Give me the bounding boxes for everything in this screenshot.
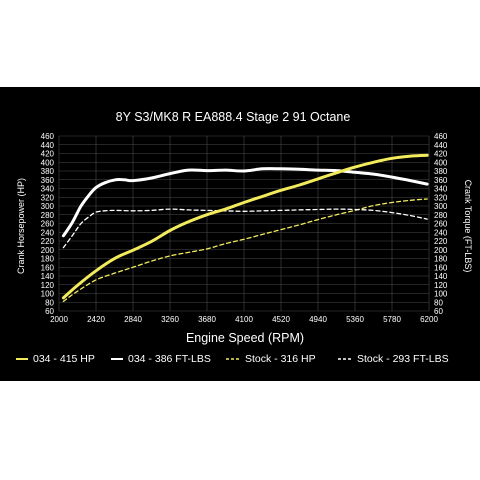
y-tick-label-left: 360 <box>41 176 55 185</box>
legend-item-stock-hp: Stock - 316 HP <box>226 353 316 365</box>
y-tick-label-right: 320 <box>434 193 448 202</box>
axes: 8Y S3/MK8 R EA888.4 Stage 2 91 Octane En… <box>16 110 473 345</box>
series-034-hp-line <box>61 153 429 300</box>
x-tick-label: 3680 <box>198 315 216 324</box>
y-tick-label-left: 140 <box>41 272 55 281</box>
y-tick-label-right: 280 <box>434 211 448 220</box>
x-tick-label: 4520 <box>272 315 290 324</box>
y-tick-label-right: 80 <box>434 298 443 307</box>
y-tick-label-right: 420 <box>434 150 448 159</box>
legend-swatch-dashed-white <box>338 358 352 360</box>
y-tick-label-left: 320 <box>41 193 55 202</box>
y-tick-label-left: 60 <box>45 307 54 316</box>
chart-panel: 8Y S3/MK8 R EA888.4 Stage 2 91 Octane En… <box>0 87 480 381</box>
y-tick-label-left: 440 <box>41 141 55 150</box>
y-tick-label-left: 280 <box>41 211 55 220</box>
legend-item-034-torque: 034 - 386 FT-LBS <box>111 353 211 365</box>
y-tick-label-right: 100 <box>434 290 448 299</box>
legend-label: Stock - 316 HP <box>245 353 316 365</box>
x-tick-label: 2000 <box>50 315 68 324</box>
y-tick-label-left: 240 <box>41 228 55 237</box>
y-tick-label-right: 460 <box>434 132 448 141</box>
legend-swatch-solid-white <box>111 358 123 360</box>
x-tick-label: 5780 <box>383 315 401 324</box>
y-tick-label-right: 200 <box>434 246 448 255</box>
legend-label: 034 - 386 FT-LBS <box>128 353 211 365</box>
y-tick-label-left: 220 <box>41 237 55 246</box>
y-tick-label-right: 380 <box>434 167 448 176</box>
series-034-torque-line <box>61 167 429 238</box>
y-tick-label-right: 140 <box>434 272 448 281</box>
series-group <box>61 153 429 303</box>
x-tick-label: 4100 <box>235 315 253 324</box>
y-tick-label-right: 400 <box>434 158 448 167</box>
y-tick-label-left: 100 <box>41 290 55 299</box>
legend-item-stock-torque: Stock - 293 FT-LBS <box>338 353 449 365</box>
legend-item-034-hp: 034 - 415 HP <box>16 353 95 365</box>
y-axis-right-label: Crank Torque (FT-LBS) <box>463 180 473 273</box>
y-tick-label-right: 300 <box>434 202 448 211</box>
y-tick-label-left: 380 <box>41 167 55 176</box>
dyno-chart: 8Y S3/MK8 R EA888.4 Stage 2 91 Octane En… <box>16 110 473 345</box>
y-tick-label-right: 240 <box>434 228 448 237</box>
y-tick-label-right: 340 <box>434 185 448 194</box>
y-tick-label-right: 440 <box>434 141 448 150</box>
y-tick-label-left: 200 <box>41 246 55 255</box>
y-tick-label-left: 260 <box>41 220 55 229</box>
y-tick-label-left: 340 <box>41 185 55 194</box>
x-tick-label: 5360 <box>346 315 364 324</box>
y-tick-label-left: 420 <box>41 150 55 159</box>
y-axis-left-label: Crank Horsepower (HP) <box>16 178 26 274</box>
legend-swatch-solid-yellow <box>16 358 28 360</box>
x-tick-label: 2840 <box>124 315 142 324</box>
y-tick-label-left: 400 <box>41 158 55 167</box>
y-tick-label-left: 160 <box>41 263 55 272</box>
legend-label: 034 - 415 HP <box>33 353 95 365</box>
legend-label: Stock - 293 FT-LBS <box>357 353 449 365</box>
y-tick-label-left: 80 <box>45 298 54 307</box>
y-tick-label-right: 260 <box>434 220 448 229</box>
y-tick-label-right: 120 <box>434 281 448 290</box>
y-tick-label-right: 160 <box>434 263 448 272</box>
x-tick-label: 2420 <box>87 315 105 324</box>
x-tick-label: 3260 <box>161 315 179 324</box>
y-tick-label-right: 180 <box>434 255 448 264</box>
x-tick-label: 6200 <box>420 315 438 324</box>
y-tick-label-left: 300 <box>41 202 55 211</box>
x-axis-label: Engine Speed (RPM) <box>186 331 304 345</box>
y-tick-label-right: 360 <box>434 176 448 185</box>
y-tick-label-left: 120 <box>41 281 55 290</box>
y-tick-label-right: 60 <box>434 307 443 316</box>
legend-swatch-dashed-yellow <box>226 358 240 360</box>
y-tick-label-left: 460 <box>41 132 55 141</box>
legend: 034 - 415 HP 034 - 386 FT-LBS Stock - 31… <box>0 353 480 373</box>
y-tick-label-right: 220 <box>434 237 448 246</box>
x-tick-label: 4940 <box>309 315 327 324</box>
y-tick-label-left: 180 <box>41 255 55 264</box>
series-stock-hp-line <box>62 198 428 303</box>
chart-title: 8Y S3/MK8 R EA888.4 Stage 2 91 Octane <box>116 110 351 124</box>
